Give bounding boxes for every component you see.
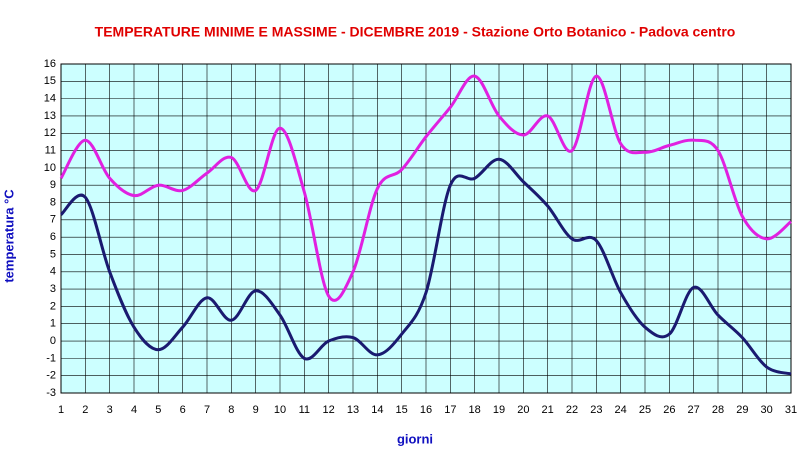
x-tick-label: 12	[323, 404, 335, 416]
x-tick-label: 30	[761, 404, 773, 416]
x-tick-label: 31	[785, 404, 797, 416]
x-tick-label: 22	[566, 404, 578, 416]
x-tick-label: 25	[639, 404, 651, 416]
x-tick-label: 13	[347, 404, 359, 416]
y-tick-label: 4	[50, 266, 56, 278]
x-tick-label: 11	[299, 404, 310, 416]
y-tick-label: 16	[44, 58, 56, 70]
y-tick-label: 9	[50, 179, 56, 191]
y-tick-label: 11	[45, 144, 56, 156]
y-tick-label: 8	[50, 196, 56, 208]
x-tick-label: 10	[274, 404, 286, 416]
x-tick-label: 3	[107, 404, 113, 416]
x-tick-label: 6	[180, 404, 186, 416]
y-tick-label: 13	[44, 110, 56, 122]
x-axis-label: giorni	[397, 431, 433, 446]
y-tick-label: 14	[44, 93, 56, 105]
series-line	[59, 74, 792, 302]
y-tick-label: -3	[46, 387, 56, 399]
y-tick-label: 1	[50, 318, 56, 330]
x-tick-label: 18	[469, 404, 481, 416]
y-tick-label: 7	[50, 214, 56, 226]
y-tick-label: 15	[44, 75, 56, 87]
y-axis-label: temperatura °C	[1, 189, 16, 283]
x-tick-label: 29	[736, 404, 748, 416]
y-tick-label: 5	[50, 248, 56, 260]
y-tick-label: 10	[44, 162, 56, 174]
y-tick-label: 12	[44, 127, 56, 139]
x-tick-label: 7	[204, 404, 210, 416]
chart-title: TEMPERATURE MINIME E MASSIME - DICEMBRE …	[95, 24, 736, 40]
y-tick-label: 2	[50, 300, 56, 312]
x-tick-label: 17	[444, 404, 456, 416]
x-tick-label: 26	[663, 404, 675, 416]
y-tick-label: 3	[50, 283, 56, 295]
series-line	[59, 157, 792, 376]
y-tick-label: -1	[46, 352, 56, 364]
x-tick-label: 4	[131, 404, 137, 416]
x-tick-label: 27	[688, 404, 700, 416]
x-tick-label: 28	[712, 404, 724, 416]
y-tick-label: 0	[50, 335, 56, 347]
y-tick-label: 6	[50, 231, 56, 243]
x-tick-label: 21	[542, 404, 554, 416]
x-tick-label: 24	[615, 404, 627, 416]
y-tick-label: -2	[46, 370, 56, 382]
x-tick-label: 1	[58, 404, 64, 416]
x-tick-label: 14	[371, 404, 383, 416]
x-tick-label: 8	[228, 404, 234, 416]
x-tick-label: 16	[420, 404, 432, 416]
x-tick-label: 19	[493, 404, 505, 416]
x-tick-label: 2	[82, 404, 88, 416]
x-tick-label: 15	[396, 404, 408, 416]
x-tick-label: 23	[590, 404, 602, 416]
x-tick-label: 9	[253, 404, 259, 416]
x-tick-label: 20	[517, 404, 529, 416]
x-tick-label: 5	[155, 404, 161, 416]
